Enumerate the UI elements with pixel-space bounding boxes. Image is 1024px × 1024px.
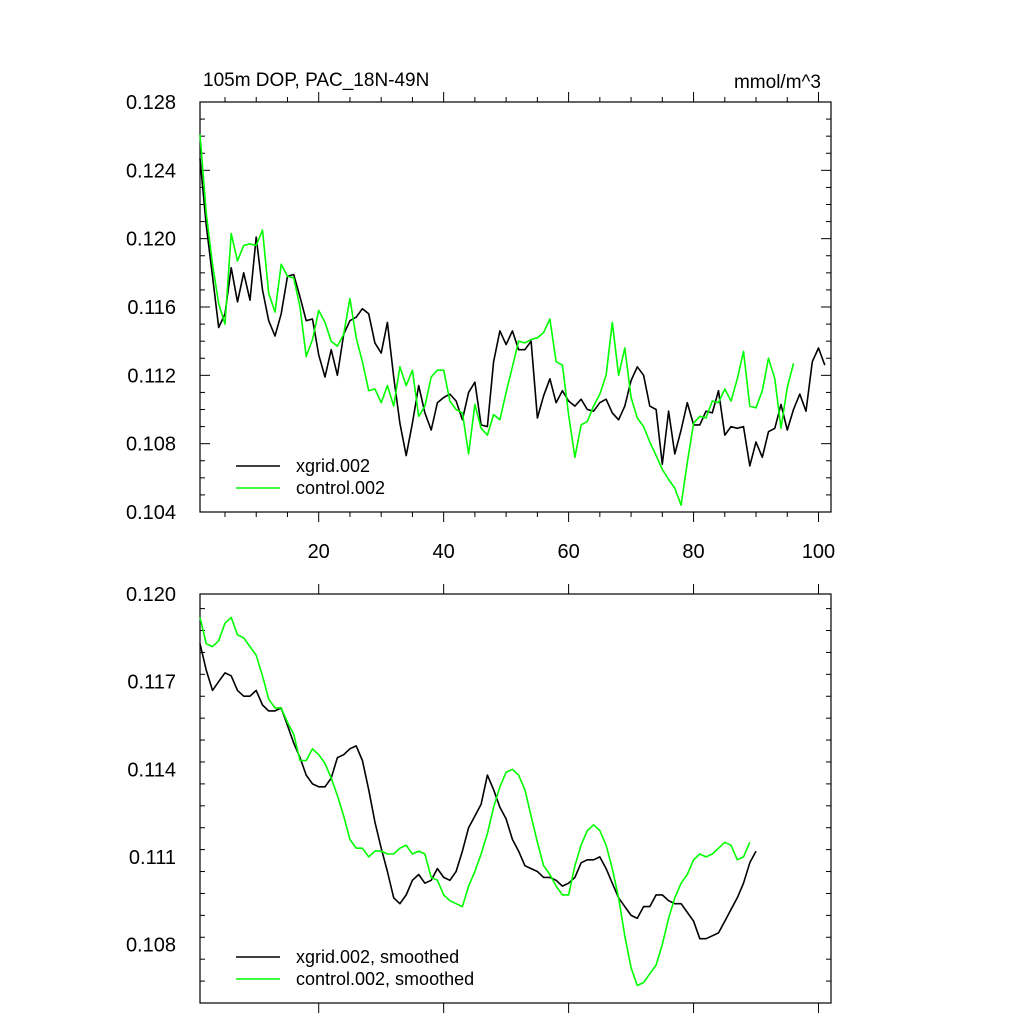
y-tick-label: 0.120 [126,584,176,606]
y-tick-label: 0.124 [126,160,176,182]
series-line-control [199,134,795,507]
top-panel: 0.104 0.108 0.112 0.116 0.120 0.124 0.128 20 40 6… [126,70,835,563]
units-label: mmol/m^3 [734,72,821,93]
legend-label: xgrid.002 [296,456,370,476]
y-tick-label: 0.117 [127,672,176,694]
y-tick-label: 0.114 [127,759,176,781]
y-tick-label: 0.120 [126,229,176,251]
y-tick-label: 0.108 [126,935,176,957]
bottom-panel: 0.108 0.111 0.114 0.117 0.120 xgrid.002, smoo… [126,584,832,1013]
y-tick-label: 0.108 [126,434,176,456]
x-tick-label: 20 [308,541,330,563]
series-line-control [199,616,751,987]
series-line-xgrid [199,158,826,467]
y-tick-label: 0.116 [127,297,176,319]
y-tick-label: 0.104 [126,502,176,524]
y-tick-label: 0.111 [129,847,176,869]
legend-label: control.002, smoothed [296,969,474,989]
legend-label: xgrid.002, smoothed [296,947,459,967]
x-tick-label: 80 [682,541,704,563]
legend-label: control.002 [296,478,385,498]
x-tick-label: 60 [557,541,579,563]
x-tick-label: 100 [802,541,835,563]
x-tick-label: 40 [433,541,455,563]
y-tick-label: 0.112 [127,365,176,387]
series-line-xgrid [199,643,757,940]
y-tick-label: 0.128 [126,92,176,114]
chart-title: 105m DOP, PAC_18N-49N [203,70,429,91]
plot-frame [199,593,832,1004]
